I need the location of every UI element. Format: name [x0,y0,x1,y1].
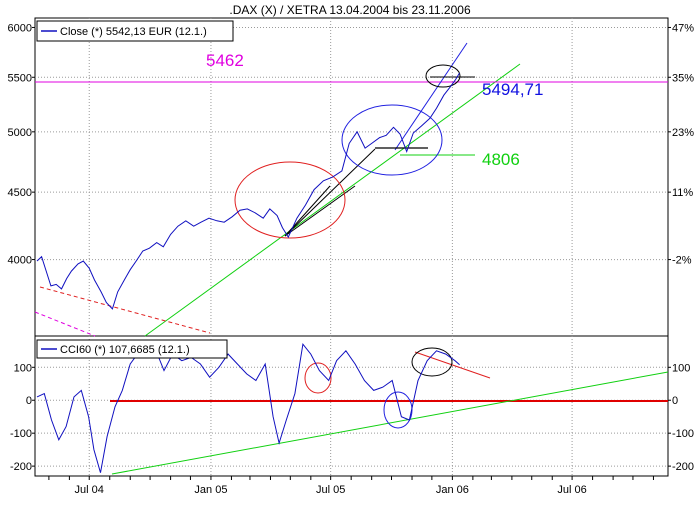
cci-tick-label-right: 100 [672,362,690,374]
cci-red-ellipse [304,362,332,394]
price-series-line [36,72,461,310]
cci-tick-label-right: 0 [672,395,678,407]
fan-line-1 [284,185,356,237]
price-tick-label-right: 47% [672,22,694,34]
price-trendlines [34,42,668,337]
oscillator-legend: CCI60 (*) 107,6685 (12.1.) [36,339,228,359]
price-tick-label-left: 6000 [8,22,32,34]
cci-black-ellipse [411,347,453,377]
annotation-5494: 5494,71 [482,80,543,99]
price-tick-label-right: 35% [672,72,694,84]
cci-legend-label: CCI60 (*) 107,6685 (12.1.) [60,344,190,356]
magenta-dashed-line [34,311,96,337]
price-tick-label-right: -2% [672,255,692,267]
price-tick-label-right: 23% [672,127,694,139]
blue-ellipse [341,104,443,176]
cci-series-line [36,343,460,473]
oscillator-trendlines [110,347,669,475]
cci-tick-label-left: 0 [26,395,32,407]
x-tick-label: Jan 06 [436,484,469,496]
price-axis-ticks: 6000 47% 5500 35% 5000 23% 4500 11% 4000 -2% [8,22,695,266]
cci-tick-label-right: -100 [672,428,694,440]
cci-tick-label-right: -200 [672,461,694,473]
annotation-4806: 4806 [482,150,520,169]
cci-tick-label-left: 100 [14,362,32,374]
x-tick-label: Jan 05 [194,484,227,496]
red-ellipse [234,161,346,239]
red-dashed-line [39,286,211,334]
annotation-5462: 5462 [206,51,244,70]
x-tick-label: Jul 05 [316,484,345,496]
price-legend-label: Close (*) 5542,13 EUR (12.1.) [60,26,207,38]
blue-trend-line [394,42,468,151]
green-support-line [144,63,521,337]
black-ellipse [425,64,461,88]
cci-tick-label-left: -200 [10,461,32,473]
fan-line-3 [284,148,376,237]
cci-tick-label-left: -100 [10,428,32,440]
price-tick-label-left: 5000 [8,127,32,139]
chart-title: .DAX (X) / XETRA 13.04.2004 bis 23.11.20… [229,3,471,17]
x-tick-label: Jul 06 [557,484,586,496]
cci-resistance-line [414,351,491,379]
oscillator-axis-ticks: 100 100 0 0 -100 -100 -200 -200 [10,362,694,473]
cci-support-line [111,371,669,475]
price-legend: Close (*) 5542,13 EUR (12.1.) [36,20,234,42]
x-axis-ticks: Jul 04 Jan 05 Jul 05 Jan 06 Jul 06 [48,476,654,496]
x-tick-label: Jul 04 [75,484,104,496]
price-tick-label-left: 5500 [8,72,32,84]
price-panel-frame [34,17,669,337]
price-tick-label-left: 4500 [8,187,32,199]
price-tick-label-left: 4000 [8,255,32,267]
price-tick-label-right: 11% [672,187,693,199]
